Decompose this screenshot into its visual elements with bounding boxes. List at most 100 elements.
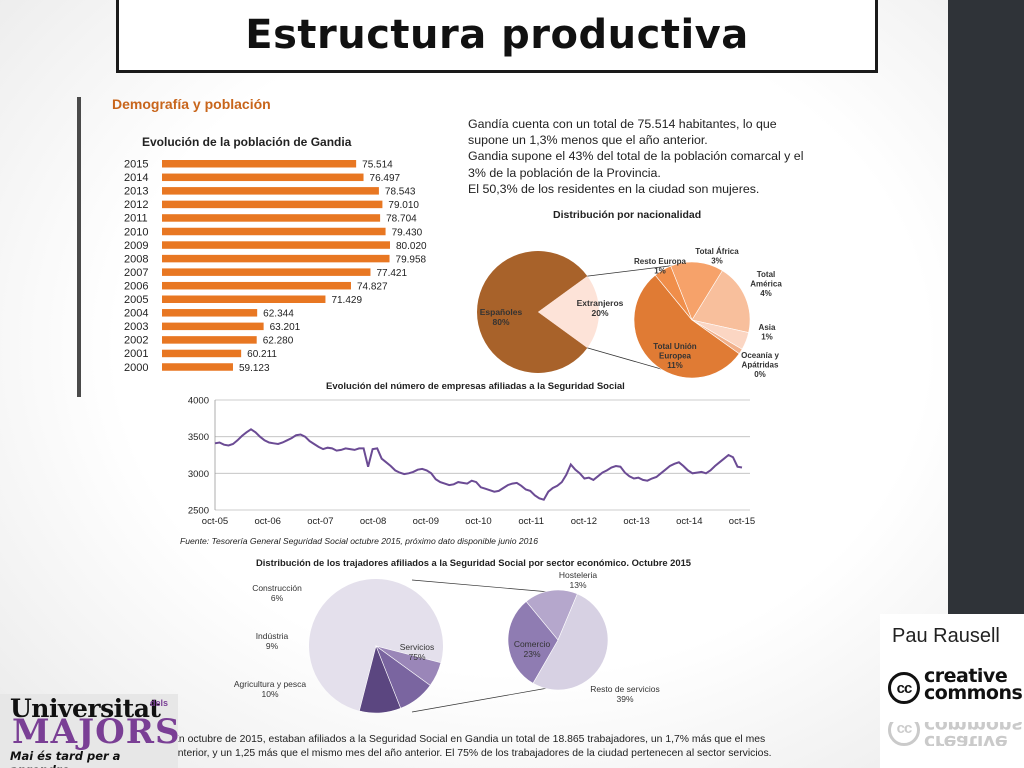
x-tick-label: oct-06 xyxy=(254,516,280,527)
population-bar xyxy=(162,309,258,317)
bar-value-label: 79.958 xyxy=(396,254,427,265)
breakdown-label: Total África xyxy=(695,247,739,256)
logo-dels: dels xyxy=(150,698,169,708)
cc-icon: cc xyxy=(888,672,920,704)
cc-word-commons: commons xyxy=(924,722,1023,736)
breakdown-label-comercio: Comercio xyxy=(514,639,551,649)
breakdown-label-comercio: 23% xyxy=(523,649,540,659)
bar-year-label: 2000 xyxy=(124,362,148,374)
breakdown-label-hosteleria: 13% xyxy=(569,580,586,590)
population-bar xyxy=(162,173,364,182)
pie-slice-sector xyxy=(358,645,402,714)
breakdown-label: 1% xyxy=(761,333,773,342)
bar-value-label: 62.344 xyxy=(263,309,294,320)
connector-line-bottom xyxy=(411,687,549,713)
bar-value-label: 71.429 xyxy=(331,295,362,306)
cc-wordmark: creative commons xyxy=(924,665,1023,704)
logo-line-majors: MAJORS xyxy=(12,712,181,752)
cc-wordmark: creative commons xyxy=(924,722,1022,746)
breakdown-label: Total xyxy=(757,270,776,279)
bar-value-label: 74.827 xyxy=(357,281,388,292)
breakdown-label: 0% xyxy=(754,370,766,379)
sector-label-agricultura: Agricultura y pesca xyxy=(234,679,307,689)
companies-line-chart: 2500 3000 3500 4000 oct-05 oct-06 oct-07 oct-08… xyxy=(188,396,755,528)
population-bar xyxy=(162,200,383,209)
bar-value-label: 80.020 xyxy=(396,241,427,252)
breakdown-label-resto: Resto de servicios xyxy=(590,684,659,694)
x-tick-label: oct-10 xyxy=(465,516,491,527)
universitat-majors-logo: Universitat dels MAJORS Mai és tard per … xyxy=(0,694,181,768)
bar-year-label: 2015 xyxy=(124,159,148,171)
sector-label-servicios: Servicios xyxy=(400,642,434,652)
breakdown-slice xyxy=(654,265,693,321)
creative-commons-logo: cc creative commons cc creative commons xyxy=(880,658,1024,768)
cc-word-commons: commons xyxy=(924,682,1023,704)
population-bar xyxy=(162,187,379,195)
breakdown-label: Asia xyxy=(759,323,776,332)
breakdown-slice xyxy=(633,274,740,379)
nationality-chart-title: Distribución por nacionalidad xyxy=(553,209,702,221)
x-tick-label: oct-14 xyxy=(676,516,702,527)
sector-label-servicios: 75% xyxy=(408,652,425,662)
population-bar xyxy=(162,295,326,303)
cc-logo-reflection: cc creative commons xyxy=(888,722,1024,746)
bar-value-label: 60.211 xyxy=(247,349,277,360)
breakdown-label: 3% xyxy=(711,257,723,266)
breakdown-label-resto: 39% xyxy=(616,694,633,704)
logo-line-universitat: Universitat xyxy=(10,694,161,723)
connector-line-top xyxy=(587,264,678,277)
breakdown-label: 11% xyxy=(667,361,683,370)
breakdown-slice xyxy=(691,270,751,333)
bar-value-label: 62.280 xyxy=(263,336,294,347)
breakdown-label: Resto Europa xyxy=(634,257,687,266)
x-tick-label: oct-11 xyxy=(518,516,544,527)
cc-icon: cc xyxy=(888,722,920,746)
population-bar xyxy=(162,227,386,236)
pie-slice-servicios xyxy=(309,579,443,711)
x-tick-label: oct-12 xyxy=(571,516,597,527)
companies-series-line xyxy=(214,428,743,501)
slide-title: Estructura productiva xyxy=(245,12,749,58)
bar-value-label: 76.497 xyxy=(370,173,401,184)
author-name: Pau Rausell xyxy=(880,614,1024,658)
bar-value-label: 59.123 xyxy=(239,363,270,374)
population-bar xyxy=(162,281,351,290)
population-bar xyxy=(162,241,390,249)
bar-value-label: 79.010 xyxy=(388,200,419,211)
bar-year-label: 2008 xyxy=(124,253,148,265)
population-bar xyxy=(162,363,233,371)
bar-year-label: 2007 xyxy=(124,267,148,279)
pie-label-extranjeros: 20% xyxy=(591,308,608,318)
bar-year-label: 2006 xyxy=(124,280,148,292)
info-line: Gandia supone el 43% del total de la pob… xyxy=(468,149,804,180)
bar-value-label: 77.421 xyxy=(376,268,407,279)
left-vertical-rule xyxy=(77,97,81,397)
bar-value-label: 78.704 xyxy=(386,214,417,225)
connector-line-top xyxy=(411,579,551,593)
title-box: Estructura productiva xyxy=(116,0,878,73)
breakdown-slice-comercio xyxy=(507,601,559,684)
population-bar xyxy=(162,349,242,358)
info-line: El 50,3% de los residentes en la ciudad … xyxy=(468,181,760,196)
breakdown-label: Apátridas xyxy=(742,361,779,370)
footer-text: En octubre de 2015, estaban afiliados a … xyxy=(172,734,772,759)
population-bar xyxy=(162,268,371,276)
pie-label-extranjeros: Extranjeros xyxy=(577,298,624,308)
x-tick-label: oct-07 xyxy=(307,516,333,527)
pie-label-espanoles: 80% xyxy=(492,317,509,327)
x-tick-label: oct-15 xyxy=(729,516,755,527)
population-bar xyxy=(162,214,381,222)
sector-label-agricultura: 10% xyxy=(261,689,278,699)
breakdown-label: 4% xyxy=(760,289,772,298)
sector-chart-title: Distribución de los trajadores afiliados… xyxy=(256,557,692,568)
y-tick-label: 3000 xyxy=(188,469,209,480)
cc-word-creative: creative xyxy=(924,665,1008,687)
section-heading: Demografía y población xyxy=(112,96,271,112)
breakdown-label-hosteleria: Hosteleria xyxy=(559,570,598,580)
bar-year-label: 2011 xyxy=(124,213,148,225)
bar-value-label: 75.514 xyxy=(362,160,393,171)
bar-year-label: 2004 xyxy=(124,308,148,320)
x-tick-label: oct-13 xyxy=(623,516,649,527)
